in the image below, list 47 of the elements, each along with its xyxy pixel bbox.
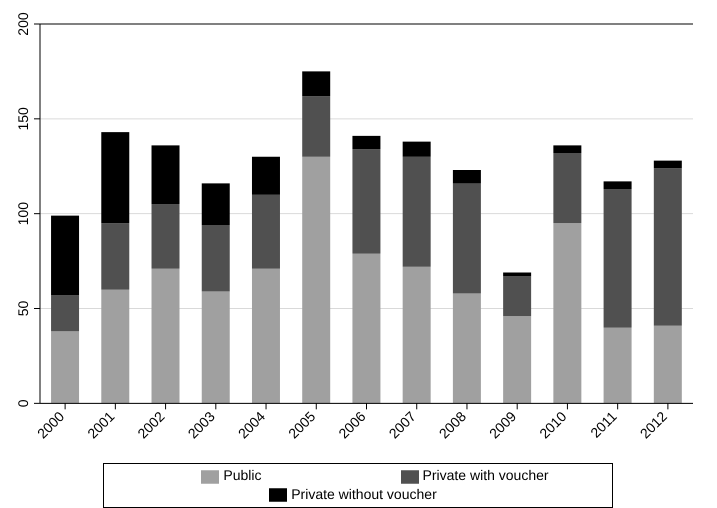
y-tick-label: 200 xyxy=(15,12,31,36)
bar xyxy=(202,291,230,404)
legend-label: Public xyxy=(223,467,262,484)
bar xyxy=(452,170,481,184)
bar xyxy=(152,268,180,404)
legend-label: Private without voucher xyxy=(291,486,437,502)
bar xyxy=(402,156,431,267)
bar xyxy=(202,225,230,292)
bar xyxy=(252,156,280,195)
bar xyxy=(101,290,130,404)
y-tick-label: 0 xyxy=(15,399,31,408)
y-tick-label: 50 xyxy=(15,300,31,316)
bar xyxy=(302,156,330,404)
bar xyxy=(553,152,582,224)
bar xyxy=(553,145,582,153)
y-tick-label: 100 xyxy=(15,202,31,226)
bar xyxy=(51,331,80,404)
bar xyxy=(604,327,632,404)
bar xyxy=(152,204,180,269)
bar xyxy=(352,254,380,404)
bar xyxy=(503,316,532,404)
bar xyxy=(654,160,682,168)
bar xyxy=(252,268,280,404)
bar xyxy=(402,266,431,404)
bar xyxy=(51,295,80,332)
bar xyxy=(101,132,130,224)
bar xyxy=(252,194,280,269)
bar xyxy=(654,326,682,404)
bar xyxy=(553,223,582,404)
bar xyxy=(202,183,230,226)
bar xyxy=(654,168,682,326)
legend-label: Private with voucher xyxy=(422,467,549,484)
bar xyxy=(402,142,431,157)
bar xyxy=(604,189,632,328)
bar xyxy=(352,149,380,254)
bar xyxy=(604,181,632,190)
bar xyxy=(51,216,80,296)
bar xyxy=(452,293,481,404)
bar xyxy=(452,183,481,294)
bar xyxy=(352,136,380,150)
bar xyxy=(101,223,130,290)
bar xyxy=(503,276,532,316)
bar xyxy=(503,272,532,276)
bar xyxy=(302,71,330,96)
y-tick-label: 150 xyxy=(15,106,31,131)
bar xyxy=(302,96,330,157)
bar xyxy=(152,145,180,204)
